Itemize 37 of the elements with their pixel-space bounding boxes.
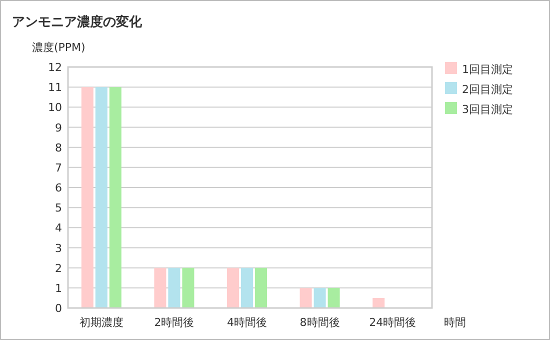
- x-tick-label: 初期濃度: [79, 316, 124, 329]
- legend-label: 3回目測定: [462, 103, 513, 116]
- legend-label: 2回目測定: [462, 83, 513, 96]
- y-tick-label: 8: [55, 141, 62, 154]
- y-tick-label: 9: [55, 121, 62, 134]
- bar: [81, 87, 94, 308]
- x-tick-label: 2時間後: [154, 316, 194, 329]
- y-tick-label: 1: [55, 282, 62, 295]
- y-tick-label: 0: [55, 302, 62, 315]
- y-tick-label: 3: [55, 242, 62, 255]
- y-tick-label: 5: [55, 202, 62, 215]
- bar: [154, 268, 166, 308]
- bar: [109, 87, 122, 308]
- y-tick-label: 2: [55, 262, 62, 275]
- bar: [227, 268, 239, 308]
- bar: [372, 298, 385, 308]
- y-tick-label: 11: [48, 81, 62, 94]
- bar: [182, 268, 194, 308]
- bar: [314, 288, 326, 308]
- y-axis-title: 濃度(PPM): [32, 41, 86, 54]
- bar: [255, 268, 267, 308]
- y-tick-label: 7: [55, 161, 62, 174]
- legend-label: 1回目測定: [462, 63, 513, 76]
- bar: [300, 288, 312, 308]
- y-tick-label: 4: [55, 222, 62, 235]
- x-axis-title: 時間: [444, 316, 466, 329]
- bar: [95, 87, 108, 308]
- bar: [328, 288, 340, 308]
- x-tick-label: 24時間後: [369, 316, 416, 329]
- y-tick-label: 10: [48, 101, 62, 114]
- x-tick-label: 4時間後: [227, 316, 267, 329]
- y-tick-label: 6: [55, 182, 62, 194]
- x-tick-label: 8時間後: [300, 316, 340, 329]
- y-tick-label: 12: [48, 61, 62, 74]
- bar: [241, 268, 253, 308]
- bar: [168, 268, 180, 308]
- chart-title: アンモニア濃度の変化: [12, 14, 143, 30]
